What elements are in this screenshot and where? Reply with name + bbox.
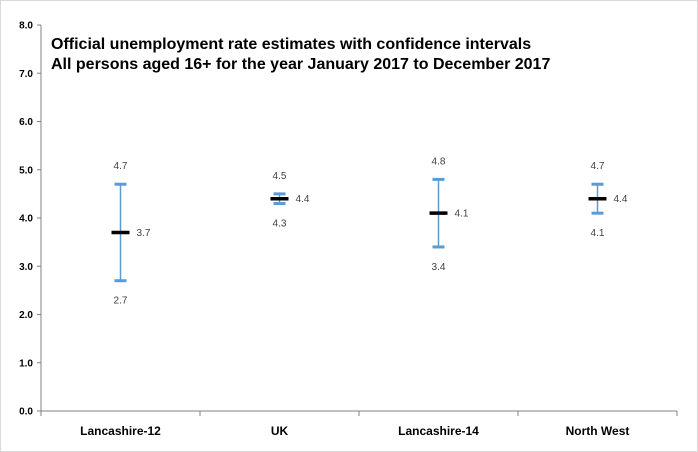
lower-value-label: 3.4 [432, 262, 446, 273]
y-tick-label: 5.0 [19, 165, 33, 176]
chart-marks: 4.7 2.7 3.7 4.5 4.3 4.4 4.8 3.4 4.1 4.7 4.1 4.4 [111, 156, 628, 307]
estimate-value-label: 4.4 [614, 194, 628, 205]
x-category-label: UK [271, 424, 289, 438]
x-category-label: North West [566, 424, 630, 438]
y-tick-label: 6.0 [19, 117, 33, 128]
chart-title: Official unemployment rate estimates wit… [51, 36, 550, 73]
y-tick-label: 3.0 [19, 262, 33, 273]
estimate-value-label: 4.4 [296, 194, 310, 205]
lower-value-label: 4.3 [273, 219, 287, 230]
chart-title-line-1: Official unemployment rate estimates wit… [51, 36, 531, 53]
upper-value-label: 4.7 [114, 161, 128, 172]
y-tick-label: 1.0 [19, 358, 33, 369]
x-category-label: Lancashire-12 [80, 424, 161, 438]
y-tick-label: 2.0 [19, 310, 33, 321]
lower-value-label: 2.7 [114, 296, 128, 307]
x-category-label: Lancashire-14 [398, 424, 479, 438]
y-tick-label: 4.0 [19, 214, 33, 225]
y-tick-label: 0.0 [19, 407, 33, 418]
estimate-value-label: 3.7 [137, 228, 151, 239]
lower-value-label: 4.1 [591, 228, 605, 239]
y-tick-label: 8.0 [19, 21, 33, 32]
upper-value-label: 4.5 [273, 171, 287, 182]
y-tick-label: 7.0 [19, 69, 33, 80]
estimate-value-label: 4.1 [455, 209, 469, 220]
axes: 0.0 1.0 2.0 3.0 4.0 5.0 6.0 7.0 8.0 Lancashire-12… [19, 21, 678, 438]
upper-value-label: 4.8 [432, 156, 446, 167]
upper-value-label: 4.7 [591, 161, 605, 172]
chart-title-line-2: All persons aged 16+ for the year Januar… [51, 56, 550, 73]
